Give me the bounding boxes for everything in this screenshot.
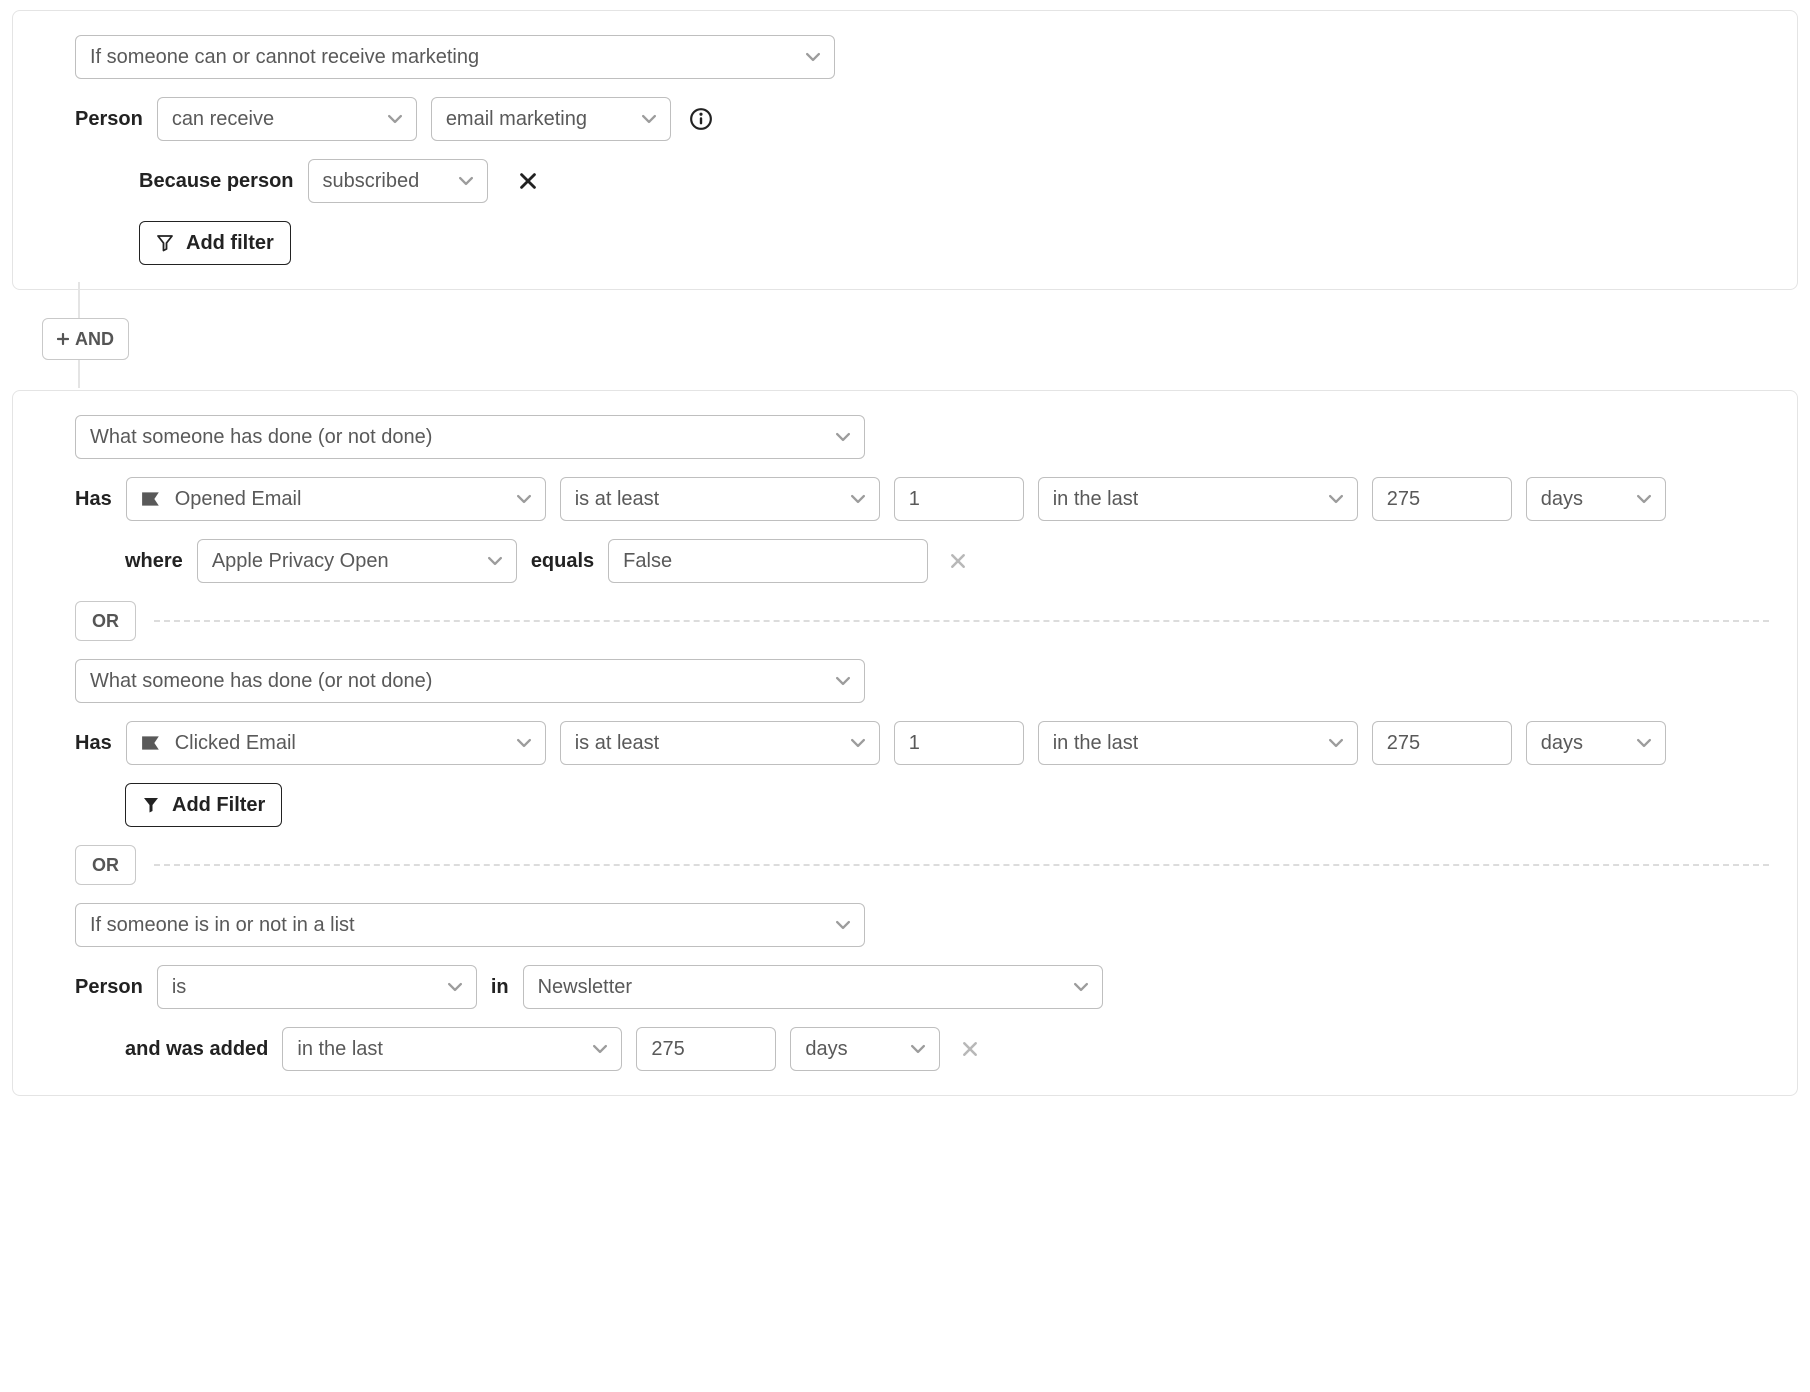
chevron-down-icon [1329, 738, 1343, 748]
condition-group-1: If someone can or cannot receive marketi… [12, 10, 1798, 290]
or-line [154, 620, 1769, 622]
chevron-down-icon [851, 494, 865, 504]
add-filter-button[interactable]: Add filter [139, 221, 291, 265]
is-select[interactable]: is [157, 965, 477, 1009]
add-filter-label: Add filter [186, 232, 274, 255]
timeframe-value: in the last [1053, 488, 1139, 511]
metric-select[interactable]: Opened Email [126, 477, 546, 521]
chevron-down-icon [1637, 494, 1651, 504]
operator-value: is at least [575, 488, 659, 511]
chevron-down-icon [836, 432, 850, 442]
and-label: AND [75, 329, 114, 350]
chevron-down-icon [836, 676, 850, 686]
and-connector: AND [28, 290, 1810, 380]
because-value: subscribed [323, 170, 420, 193]
time-unit-value: days [805, 1038, 847, 1061]
is-value: is [172, 976, 186, 999]
time-value-input[interactable] [636, 1027, 776, 1071]
where-value-input[interactable] [608, 539, 928, 583]
person-label: Person [75, 976, 143, 999]
flag-icon [141, 491, 161, 507]
timeframe-select[interactable]: in the last [1038, 477, 1358, 521]
condition-type-label: If someone can or cannot receive marketi… [90, 46, 479, 69]
or-line [154, 864, 1769, 866]
chevron-down-icon [836, 920, 850, 930]
condition-type-select[interactable]: If someone can or cannot receive marketi… [75, 35, 835, 79]
condition-type-select[interactable]: What someone has done (or not done) [75, 415, 865, 459]
timeframe-value: in the last [1053, 732, 1139, 755]
can-receive-select[interactable]: can receive [157, 97, 417, 141]
or-separator: OR [75, 601, 1769, 641]
remove-added-button[interactable] [954, 1033, 986, 1065]
chevron-down-icon [1329, 494, 1343, 504]
chevron-down-icon [448, 982, 462, 992]
person-label: Person [75, 108, 143, 131]
can-receive-value: can receive [172, 108, 274, 131]
metric-value: Opened Email [175, 488, 503, 511]
chevron-down-icon [1074, 982, 1088, 992]
condition-type-select[interactable]: What someone has done (or not done) [75, 659, 865, 703]
chevron-down-icon [593, 1044, 607, 1054]
where-property-select[interactable]: Apple Privacy Open [197, 539, 517, 583]
add-filter-button[interactable]: Add Filter [125, 783, 282, 827]
time-value-input[interactable] [1372, 477, 1512, 521]
funnel-icon [142, 796, 160, 814]
operator-select[interactable]: is at least [560, 721, 880, 765]
list-select[interactable]: Newsletter [523, 965, 1103, 1009]
condition-group-2: What someone has done (or not done) Has … [12, 390, 1798, 1096]
chevron-down-icon [388, 114, 402, 124]
chevron-down-icon [851, 738, 865, 748]
where-property-value: Apple Privacy Open [212, 550, 389, 573]
flag-icon [141, 735, 161, 751]
funnel-icon [156, 234, 174, 252]
where-label: where [125, 550, 183, 573]
count-input[interactable] [894, 721, 1024, 765]
info-icon[interactable] [685, 103, 717, 135]
condition-type-label: If someone is in or not in a list [90, 914, 355, 937]
metric-value: Clicked Email [175, 732, 503, 755]
because-label: Because person [139, 170, 294, 193]
time-unit-select[interactable]: days [1526, 721, 1666, 765]
remove-because-button[interactable] [512, 165, 544, 197]
chevron-down-icon [911, 1044, 925, 1054]
remove-where-button[interactable] [942, 545, 974, 577]
or-chip[interactable]: OR [75, 845, 136, 885]
condition-type-select[interactable]: If someone is in or not in a list [75, 903, 865, 947]
count-input[interactable] [894, 477, 1024, 521]
metric-select[interactable]: Clicked Email [126, 721, 546, 765]
in-label: in [491, 976, 509, 999]
channel-select[interactable]: email marketing [431, 97, 671, 141]
list-value: Newsletter [538, 976, 632, 999]
add-and-button[interactable]: AND [42, 318, 129, 360]
chevron-down-icon [459, 176, 473, 186]
operator-value: is at least [575, 732, 659, 755]
equals-label: equals [531, 550, 594, 573]
time-unit-select[interactable]: days [1526, 477, 1666, 521]
chevron-down-icon [1637, 738, 1651, 748]
timeframe-select[interactable]: in the last [282, 1027, 622, 1071]
time-unit-value: days [1541, 488, 1583, 511]
add-filter-label: Add Filter [172, 794, 265, 817]
added-label: and was added [125, 1038, 268, 1061]
plus-icon [57, 333, 69, 345]
operator-select[interactable]: is at least [560, 477, 880, 521]
chevron-down-icon [488, 556, 502, 566]
chevron-down-icon [517, 494, 531, 504]
condition-type-label: What someone has done (or not done) [90, 670, 432, 693]
timeframe-select[interactable]: in the last [1038, 721, 1358, 765]
time-value-input[interactable] [1372, 721, 1512, 765]
condition-type-label: What someone has done (or not done) [90, 426, 432, 449]
has-label: Has [75, 488, 112, 511]
channel-value: email marketing [446, 108, 587, 131]
chevron-down-icon [517, 738, 531, 748]
or-chip[interactable]: OR [75, 601, 136, 641]
has-label: Has [75, 732, 112, 755]
because-select[interactable]: subscribed [308, 159, 488, 203]
or-separator: OR [75, 845, 1769, 885]
time-unit-value: days [1541, 732, 1583, 755]
timeframe-value: in the last [297, 1038, 383, 1061]
chevron-down-icon [642, 114, 656, 124]
time-unit-select[interactable]: days [790, 1027, 940, 1071]
chevron-down-icon [806, 52, 820, 62]
